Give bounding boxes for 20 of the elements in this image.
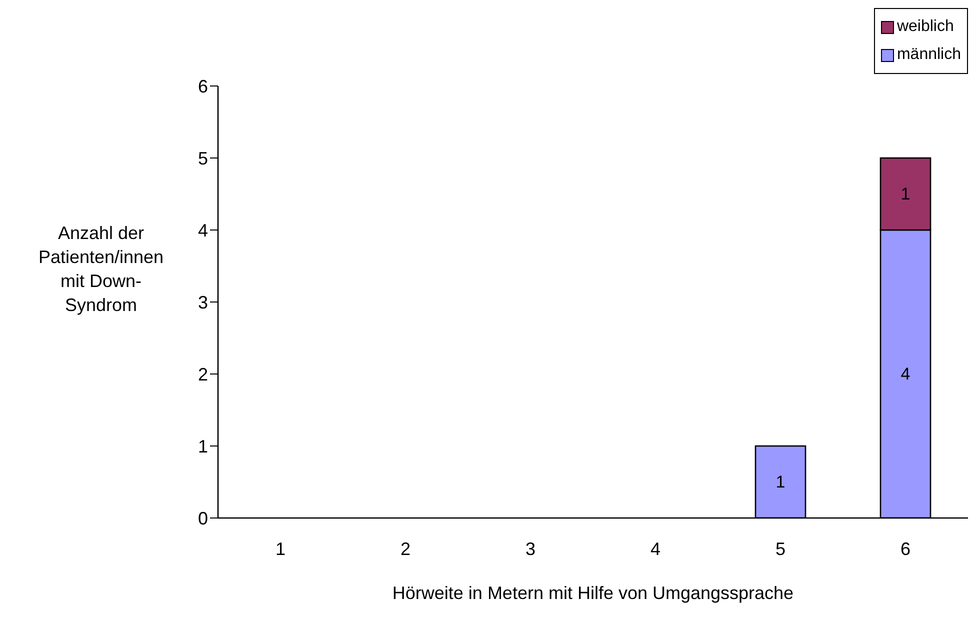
x-tick-label: 3 [525, 538, 536, 559]
y-tick-label: 2 [198, 364, 208, 384]
data-label: 4 [900, 364, 910, 384]
y-tick-label: 6 [198, 76, 208, 96]
y-tick-label: 4 [198, 220, 208, 240]
legend-label: weiblich [896, 18, 954, 36]
y-tick-label: 0 [198, 508, 208, 528]
x-tick-label: 1 [275, 538, 286, 559]
legend-label: männlich [896, 46, 961, 64]
x-tick-label: 6 [900, 538, 911, 559]
y-axis-title: Anzahl der Patienten/innen mit Down-Syndrom [37, 222, 165, 317]
y-tick-label: 1 [198, 436, 208, 456]
y-tick-label: 3 [198, 292, 208, 312]
x-tick-label: 4 [650, 538, 661, 559]
x-tick-label: 5 [775, 538, 786, 559]
x-tick-label: 2 [400, 538, 411, 559]
x-axis-title: Hörweite in Metern mit Hilfe von Umgangssprache [391, 583, 795, 604]
data-label: 1 [776, 472, 786, 492]
y-tick-label: 5 [198, 148, 208, 168]
data-label: 1 [900, 184, 910, 204]
